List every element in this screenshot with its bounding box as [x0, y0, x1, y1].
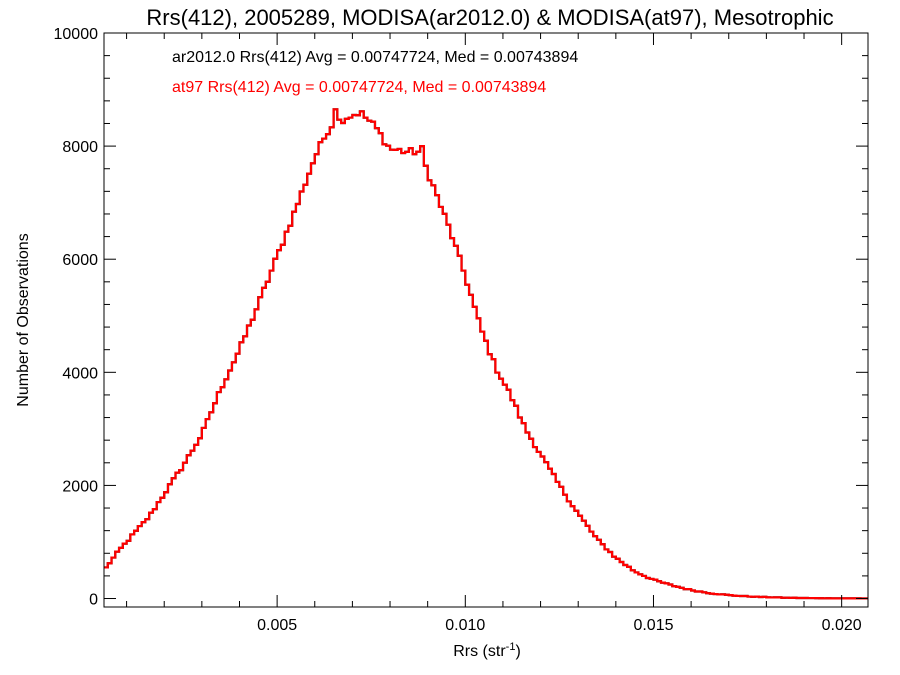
- x-tick-label: 0.020: [822, 617, 862, 634]
- annotation-ar2012: ar2012.0 Rrs(412) Avg = 0.00747724, Med …: [172, 49, 578, 66]
- x-tick-label: 0.010: [445, 617, 485, 634]
- y-tick-label: 8000: [62, 139, 98, 156]
- y-tick-label: 10000: [54, 26, 99, 43]
- x-axis-label-main: Rrs (str: [453, 643, 506, 660]
- annotation-at97: at97 Rrs(412) Avg = 0.00747724, Med = 0.…: [172, 79, 546, 96]
- y-tick-label: 2000: [62, 478, 98, 495]
- x-axis-label-close: ): [515, 643, 520, 660]
- x-tick-label: 0.005: [257, 617, 297, 634]
- plot-frame: [103, 32, 869, 608]
- series-at97-histogram-line: [104, 108, 868, 600]
- chart-title: Rrs(412), 2005289, MODISA(ar2012.0) & MO…: [146, 5, 833, 30]
- series-layer: [104, 108, 868, 600]
- x-tick-label: 0.015: [633, 617, 673, 634]
- x-axis-label-superscript: -1: [506, 641, 516, 653]
- y-tick-label: 6000: [62, 252, 98, 269]
- series-ar2012.0-histogram-line: [104, 108, 868, 600]
- y-axis-label: Number of Observations: [15, 233, 32, 406]
- y-tick-label: 0: [89, 592, 98, 609]
- y-tick-label: 4000: [62, 365, 98, 382]
- x-axis-label: Rrs (str-1): [453, 641, 521, 660]
- axes-layer: 0.005 0.010 0.015 0.020 0 2000 4000 6000 8000 100…: [54, 26, 869, 634]
